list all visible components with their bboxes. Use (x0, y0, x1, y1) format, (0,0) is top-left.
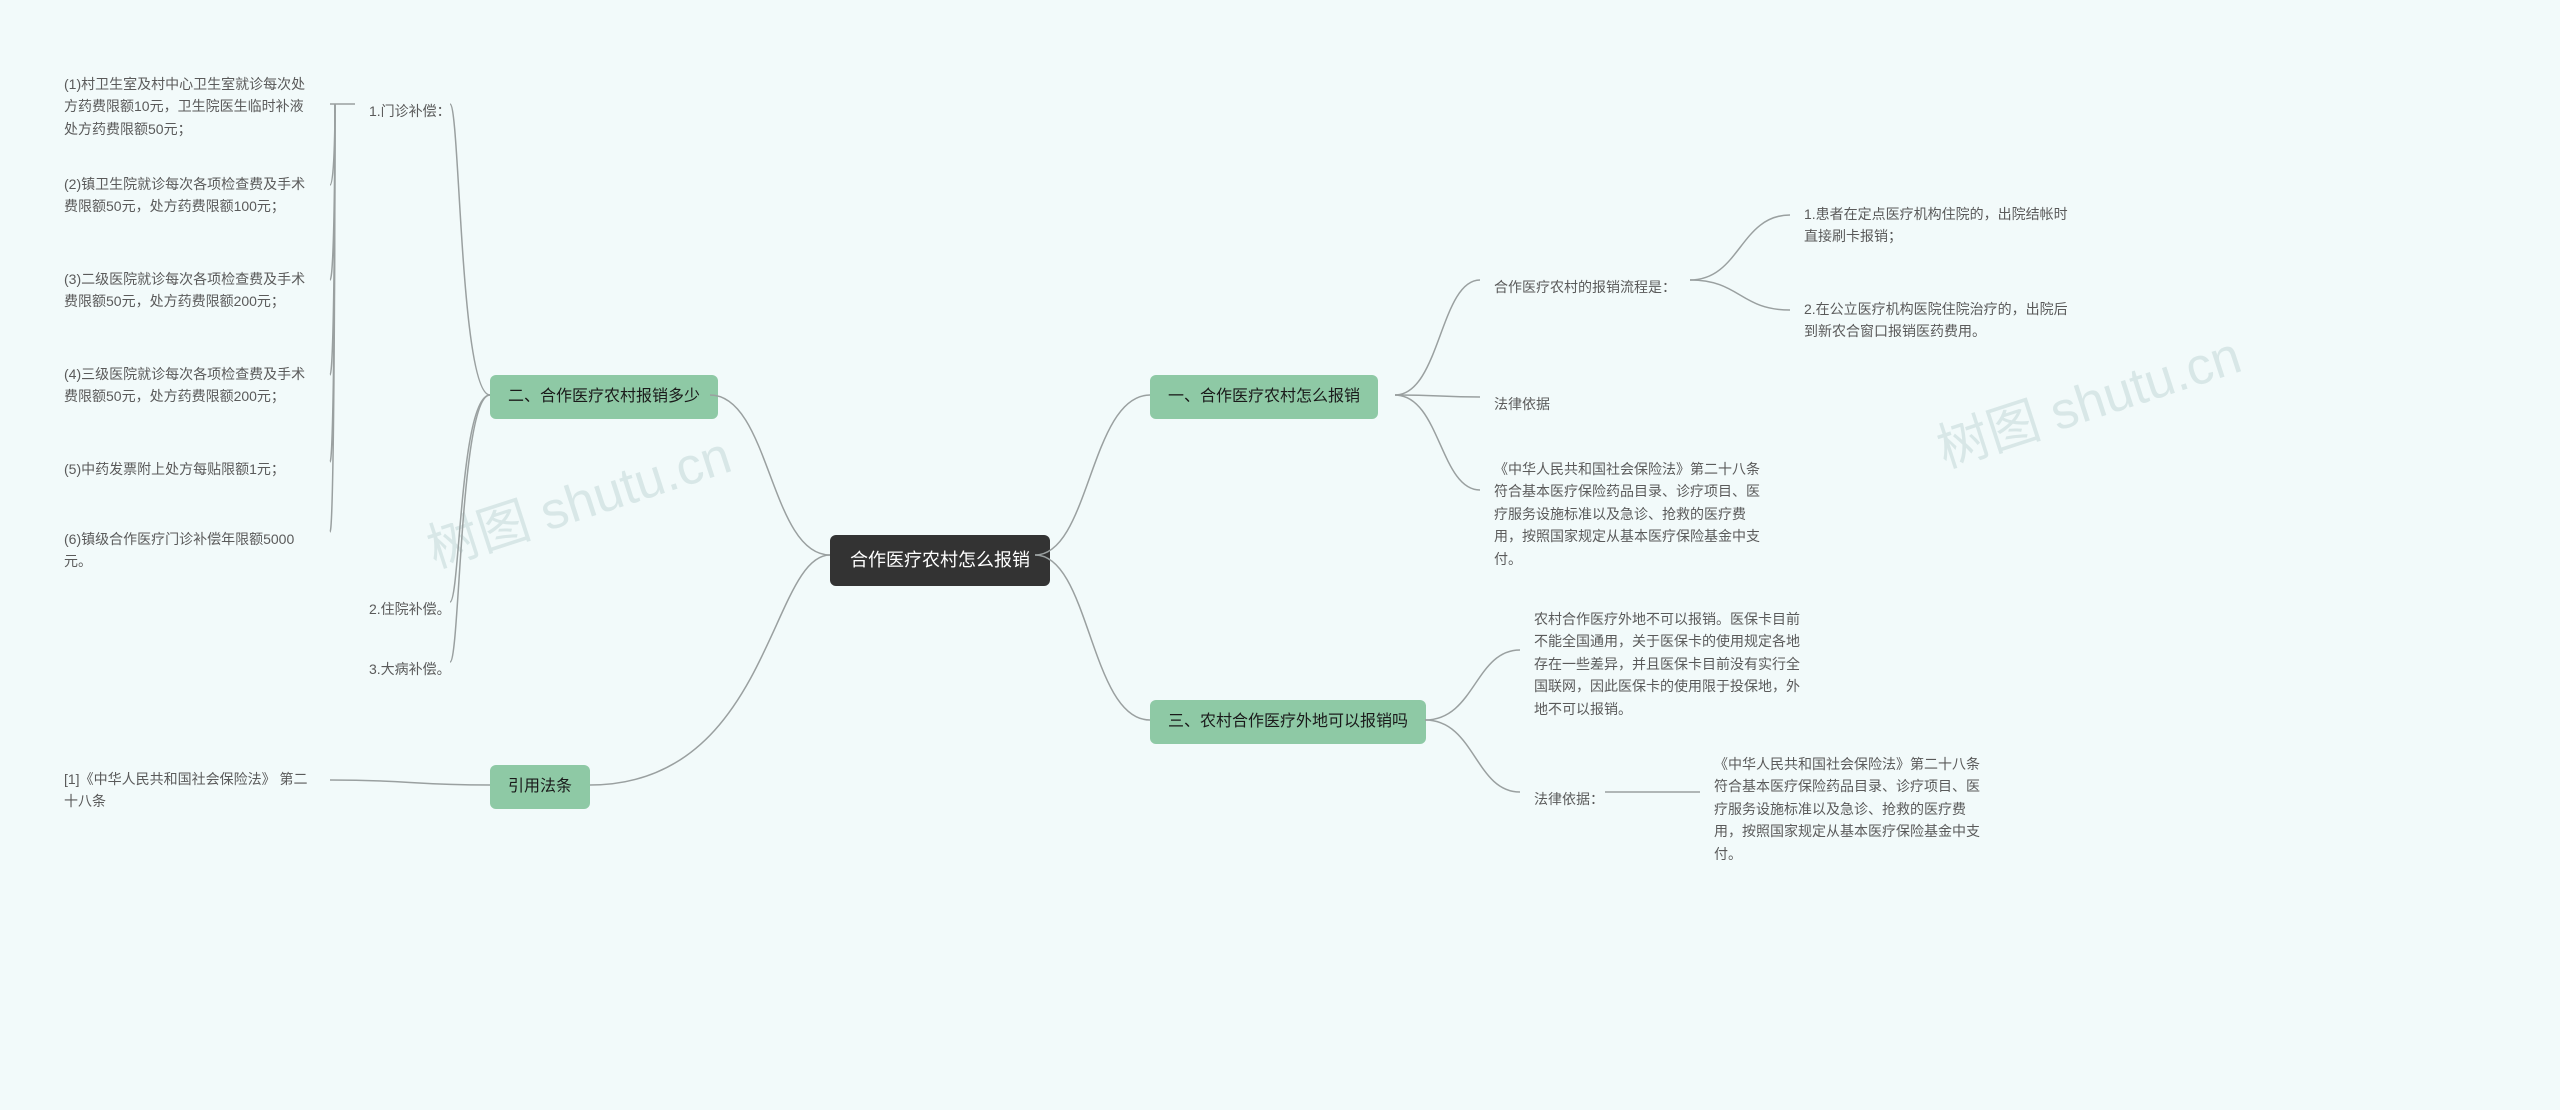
branch-3: 三、农村合作医疗外地可以报销吗 (1150, 700, 1426, 744)
branch-1: 一、合作医疗农村怎么报销 (1150, 375, 1378, 419)
b1-n3-text: 《中华人民共和国社会保险法》第二十八条 符合基本医疗保险药品目录、诊疗项目、医疗… (1480, 450, 1780, 578)
b1-n1-c2: 2.在公立医疗机构医院住院治疗的，出院后到新农合窗口报销医药费用。 (1790, 290, 2090, 351)
watermark-left: 树图 shutu.cn (416, 413, 739, 582)
connector-layer (0, 0, 2560, 1110)
b4-n1-text: [1]《中华人民共和国社会保险法》 第二十八条 (50, 760, 330, 821)
branch-2: 二、合作医疗农村报销多少 (490, 375, 718, 419)
b3-n2-text: 《中华人民共和国社会保险法》第二十八条 符合基本医疗保险药品目录、诊疗项目、医疗… (1700, 745, 2000, 873)
b2-n1-c4: (4)三级医院就诊每次各项检查费及手术费限额50元，处方药费限额200元； (50, 355, 330, 416)
b2-n1-c6: (6)镇级合作医疗门诊补偿年限额5000元。 (50, 520, 330, 581)
b2-n1-c1: (1)村卫生室及村中心卫生室就诊每次处方药费限额10元，卫生院医生临时补液处方药… (50, 65, 330, 148)
b1-n2-label: 法律依据 (1480, 385, 1564, 423)
b2-n1-c3: (3)二级医院就诊每次各项检查费及手术费限额50元，处方药费限额200元； (50, 260, 330, 321)
b2-n1-label: 1.门诊补偿： (355, 92, 465, 130)
b3-n2-label: 法律依据： (1520, 780, 1618, 818)
b1-n1-label: 合作医疗农村的报销流程是： (1480, 268, 1690, 306)
b2-n2-label: 2.住院补偿。 (355, 590, 465, 628)
b2-n1-c2: (2)镇卫生院就诊每次各项检查费及手术费限额50元，处方药费限额100元； (50, 165, 330, 226)
b3-n1-text: 农村合作医疗外地不可以报销。医保卡目前不能全国通用，关于医保卡的使用规定各地存在… (1520, 600, 1820, 728)
branch-4: 引用法条 (490, 765, 590, 809)
root-node: 合作医疗农村怎么报销 (830, 535, 1050, 586)
b2-n1-c5: (5)中药发票附上处方每贴限额1元； (50, 450, 330, 488)
b1-n1-c1: 1.患者在定点医疗机构住院的，出院结帐时直接刷卡报销； (1790, 195, 2090, 256)
b2-n3-label: 3.大病补偿。 (355, 650, 465, 688)
